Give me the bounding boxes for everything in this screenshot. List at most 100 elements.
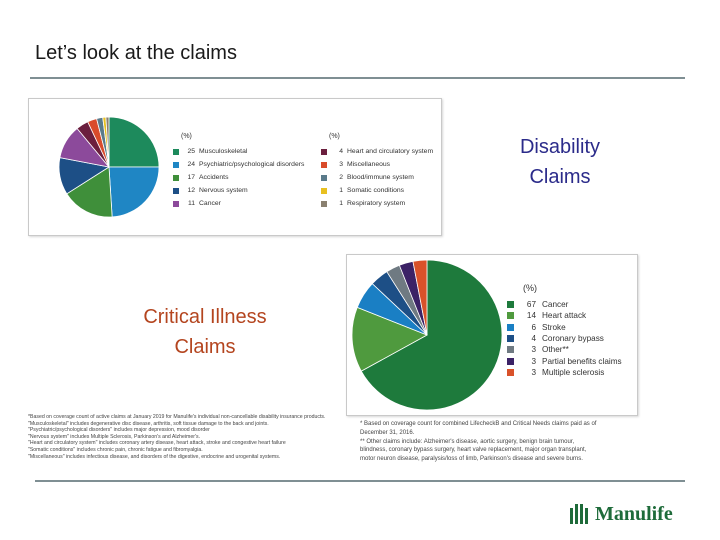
critical-illness-legend-value: 3 bbox=[531, 356, 536, 366]
disability-legend-value: 12 bbox=[187, 187, 195, 194]
critical-illness-legend-value: 6 bbox=[531, 322, 536, 332]
critical-illness-legend-label: Multiple sclerosis bbox=[542, 367, 605, 377]
disability-legend-value: 4 bbox=[339, 148, 343, 155]
disability-legend-value: 1 bbox=[339, 200, 343, 207]
disability-legend-item: 1 Somatic conditions bbox=[321, 184, 433, 197]
disability-legend-label: Miscellaneous bbox=[347, 161, 391, 168]
critical-illness-footnotes: * Based on coverage count for combined L… bbox=[360, 420, 625, 464]
disability-footnote-line: *Based on coverage count of active claim… bbox=[28, 414, 326, 420]
critical-illness-legend-swatch bbox=[507, 357, 514, 365]
critical-illness-legend-item: 14 Heart attack bbox=[507, 310, 622, 321]
disability-legend-item: 4 Heart and circulatory system bbox=[321, 145, 433, 158]
critical-illness-legend-header: (%) bbox=[523, 283, 537, 293]
critical-illness-legend-label: Coronary bypass bbox=[542, 334, 604, 344]
disability-legend-swatch bbox=[173, 174, 179, 181]
disability-legend-value: 17 bbox=[187, 174, 195, 181]
critical-illness-legend-value: 3 bbox=[531, 345, 536, 355]
critical-illness-legend-swatch bbox=[507, 323, 514, 331]
critical-illness-legend: 67 Cancer 14 Heart attack 6 Stroke 4 Coronary b… bbox=[507, 299, 622, 378]
disability-legend-item: 2 Blood/immune system bbox=[321, 171, 433, 184]
disability-slice-psychiatric-psychological-disorders bbox=[108, 166, 160, 218]
critical-illness-legend-value: 3 bbox=[531, 367, 536, 377]
critical-illness-legend-item: 6 Stroke bbox=[507, 322, 622, 333]
critical-illness-legend-value: 14 bbox=[526, 311, 536, 321]
disability-legend-label: Blood/immune system bbox=[347, 174, 414, 181]
disability-legend-label: Musculoskeletal bbox=[199, 148, 248, 155]
logo-wordmark: Manulife bbox=[595, 502, 673, 525]
disability-legend-value: 25 bbox=[187, 148, 195, 155]
disability-footnote-line: "Psychiatric/psychological disorders" in… bbox=[28, 427, 210, 434]
manulife-logo: Manulife bbox=[570, 500, 673, 528]
disability-footnote-line: "Musculoskeletal" includes degenerative … bbox=[28, 420, 269, 427]
critical-illness-legend-swatch bbox=[507, 301, 514, 309]
critical-illness-chart-panel: (%) 67 Cancer 14 Heart attack 6 Stroke 4 Corona… bbox=[346, 254, 638, 416]
disability-footnote-line: "Nervous system" includes Multiple Scler… bbox=[28, 433, 201, 440]
disability-slice-respiratory-system bbox=[105, 116, 110, 168]
critical-illness-legend-label: Other** bbox=[542, 345, 569, 355]
disability-legend-item: 12 Nervous system bbox=[173, 184, 304, 197]
disability-legend-item: 25 Musculoskeletal bbox=[173, 145, 304, 158]
disability-legend-swatch bbox=[321, 161, 327, 168]
disability-legend-label: Cancer bbox=[199, 200, 221, 207]
disability-heading-line2: Claims bbox=[529, 166, 591, 188]
critical-illness-legend-swatch bbox=[507, 335, 514, 343]
disability-heading: Disability Claims bbox=[480, 132, 640, 192]
disability-legend-value: 1 bbox=[339, 187, 343, 194]
critical-illness-legend-item: 3 Other** bbox=[507, 344, 622, 355]
disability-legend-header-right: (%) bbox=[329, 133, 340, 140]
disability-legend-item: 24 Psychiatric/psychological disorders bbox=[173, 158, 304, 171]
critical-illness-legend-label: Heart attack bbox=[542, 311, 587, 321]
disability-legend-header-left: (%) bbox=[181, 133, 192, 140]
critical-illness-pie-chart bbox=[351, 259, 503, 411]
critical-illness-legend-value: 4 bbox=[531, 334, 536, 344]
disability-legend-value: 11 bbox=[187, 200, 195, 207]
critical-illness-legend-value: 67 bbox=[526, 300, 536, 310]
disability-slice-musculoskeletal bbox=[108, 116, 160, 168]
critical-illness-heading-line1: Critical Illness bbox=[143, 306, 267, 328]
disability-slice-accidents bbox=[66, 166, 113, 218]
disability-legend-value: 24 bbox=[187, 161, 195, 168]
disability-legend-swatch bbox=[321, 200, 327, 207]
disability-legend-item: 3 Miscellaneous bbox=[321, 158, 433, 171]
critical-illness-heading-line2: Claims bbox=[174, 336, 236, 358]
disability-legend-swatch bbox=[173, 148, 179, 155]
disability-legend-left: 25 Musculoskeletal 24 Psychiatric/psycholog… bbox=[173, 145, 304, 210]
disability-legend-label: Accidents bbox=[199, 174, 229, 181]
critical-illness-slice-heart-attack bbox=[351, 306, 428, 372]
critical-illness-legend-label: Stroke bbox=[542, 322, 566, 332]
disability-legend-swatch bbox=[173, 200, 179, 207]
disability-footnote-line: "Miscellaneous" includes infectious dise… bbox=[28, 453, 281, 460]
critical-illness-slice-multiple-sclerosis bbox=[412, 259, 428, 336]
critical-illness-footnote-line: blindness, coronary bypass surgery, hear… bbox=[360, 447, 587, 454]
disability-legend-item: 11 Cancer bbox=[173, 197, 304, 210]
disability-chart-panel: (%) (%) 25 Musculoskeletal 24 Psychiatric/p… bbox=[28, 98, 442, 236]
critical-illness-legend-swatch bbox=[507, 346, 514, 354]
disability-legend-swatch bbox=[321, 148, 327, 155]
disability-legend-item: 17 Accidents bbox=[173, 171, 304, 184]
disability-legend-label: Nervous system bbox=[199, 187, 248, 194]
disability-legend-swatch bbox=[173, 187, 179, 194]
title-divider bbox=[30, 77, 685, 79]
critical-illness-footnote-line: ** Other claims include: Alzheimer's dis… bbox=[360, 438, 575, 445]
critical-illness-footnote-line: * Based on coverage count for combined L… bbox=[360, 421, 597, 427]
disability-legend-swatch bbox=[321, 187, 327, 194]
disability-legend-value: 2 bbox=[339, 174, 343, 181]
disability-legend-label: Respiratory system bbox=[347, 200, 406, 207]
disability-pie-chart bbox=[58, 116, 160, 218]
disability-legend-value: 3 bbox=[339, 161, 343, 168]
disability-heading-line1: Disability bbox=[519, 136, 601, 158]
critical-illness-slice-cancer bbox=[360, 259, 503, 411]
critical-illness-footnote-line: December 31, 2016. bbox=[360, 429, 415, 436]
critical-illness-footnote-line: motor neuron disease, paralysis/loss of … bbox=[360, 456, 583, 463]
footer-divider bbox=[35, 480, 685, 482]
disability-footnote-line: "Somatic conditions" includes chronic pa… bbox=[28, 446, 203, 453]
disability-legend-label: Somatic conditions bbox=[347, 187, 405, 194]
critical-illness-legend-item: 67 Cancer bbox=[507, 299, 622, 310]
disability-legend-right: 4 Heart and circulatory system 3 Miscellane… bbox=[321, 145, 433, 210]
disability-legend-swatch bbox=[321, 174, 327, 181]
disability-footnotes: *Based on coverage count of active claim… bbox=[28, 414, 338, 460]
critical-illness-legend-label: Partial benefits claims bbox=[542, 356, 622, 366]
critical-illness-legend-item: 3 Multiple sclerosis bbox=[507, 367, 622, 378]
critical-illness-legend-label: Cancer bbox=[542, 300, 569, 310]
critical-illness-legend-swatch bbox=[507, 368, 514, 376]
